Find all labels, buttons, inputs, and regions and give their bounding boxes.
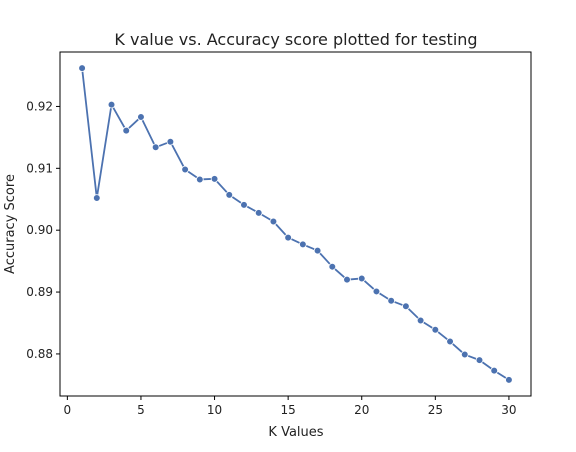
data-point bbox=[151, 143, 160, 152]
data-point bbox=[107, 100, 116, 109]
data-point bbox=[446, 337, 454, 346]
x-axis-ticks: 0 5 10 15 20 25 30 bbox=[64, 396, 517, 417]
x-tick-label: 10 bbox=[207, 403, 222, 417]
y-tick-label: 0.89 bbox=[26, 285, 53, 299]
plot-area bbox=[60, 52, 531, 396]
x-tick-label: 20 bbox=[354, 403, 369, 417]
y-tick-label: 0.90 bbox=[26, 223, 53, 237]
data-point bbox=[505, 376, 513, 384]
data-point bbox=[92, 194, 101, 202]
x-tick-label: 0 bbox=[64, 403, 72, 417]
y-tick-label: 0.91 bbox=[26, 161, 53, 175]
data-point bbox=[431, 325, 440, 334]
data-point bbox=[269, 217, 278, 226]
plot-frame bbox=[59, 51, 532, 397]
x-tick-label: 15 bbox=[281, 403, 296, 417]
data-point bbox=[328, 262, 337, 271]
y-axis-ticks: 0.88 0.89 0.90 0.91 0.92 bbox=[26, 99, 60, 361]
data-point bbox=[299, 240, 307, 249]
x-axis-label: K Values bbox=[268, 425, 323, 440]
data-point bbox=[475, 356, 484, 364]
data-point bbox=[460, 350, 469, 359]
data-point bbox=[416, 316, 425, 325]
data-point bbox=[137, 113, 145, 121]
x-tick-label: 25 bbox=[428, 403, 443, 417]
y-tick-label: 0.88 bbox=[26, 347, 53, 361]
data-point bbox=[490, 366, 499, 375]
data-point bbox=[372, 287, 381, 296]
x-tick-label: 5 bbox=[137, 403, 145, 417]
data-point bbox=[284, 233, 292, 242]
data-point bbox=[254, 209, 263, 217]
x-tick-label: 30 bbox=[501, 403, 516, 417]
data-point bbox=[387, 296, 395, 305]
y-tick-label: 0.92 bbox=[26, 99, 53, 113]
data-point bbox=[225, 191, 234, 199]
data-point bbox=[166, 137, 175, 146]
data-point bbox=[313, 246, 322, 255]
data-point bbox=[240, 201, 248, 209]
series-layer bbox=[78, 64, 513, 384]
data-point bbox=[357, 274, 366, 283]
data-point bbox=[402, 302, 410, 311]
data-point bbox=[181, 165, 189, 174]
data-point bbox=[210, 175, 219, 183]
data-point bbox=[122, 126, 131, 135]
data-point bbox=[196, 175, 204, 184]
data-point bbox=[78, 64, 86, 72]
data-point bbox=[343, 275, 351, 284]
chart-title: K value vs. Accuracy score plotted for t… bbox=[114, 30, 477, 49]
y-axis-label: Accuracy Score bbox=[3, 174, 18, 274]
